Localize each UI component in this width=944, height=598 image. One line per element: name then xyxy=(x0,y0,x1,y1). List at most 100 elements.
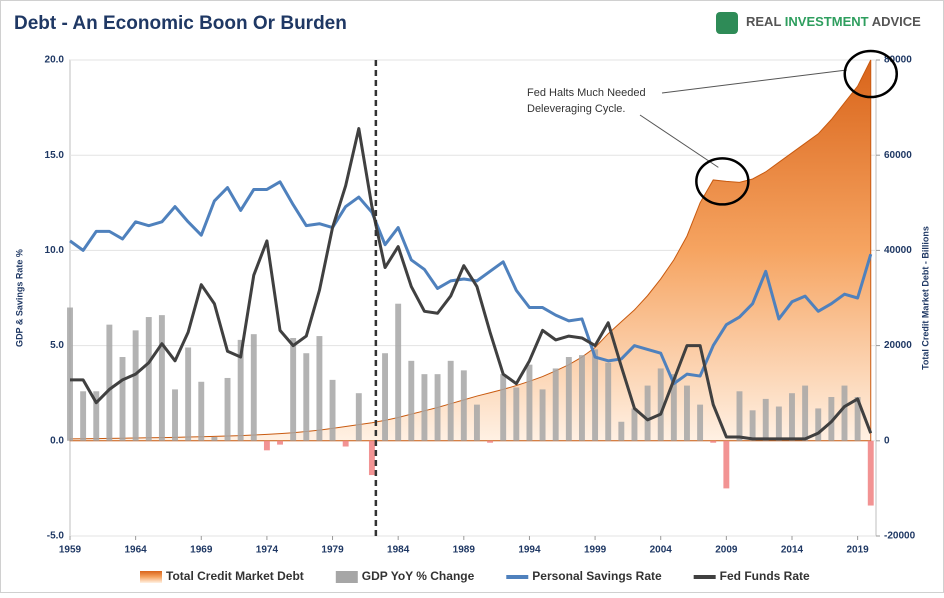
legend-label: Total Credit Market Debt xyxy=(166,569,304,583)
title: Debt - An Economic Boon Or Burden xyxy=(14,13,347,34)
gdp-bar xyxy=(552,368,559,441)
gdp-bar xyxy=(723,440,730,489)
legend-label: GDP YoY % Change xyxy=(362,569,475,583)
x-tick-label: 1959 xyxy=(59,545,82,556)
gdp-bar xyxy=(263,440,270,451)
x-tick-label: 1989 xyxy=(453,545,476,556)
gdp-bar xyxy=(106,324,113,441)
annotation-circle xyxy=(695,157,750,206)
x-tick-label: 1964 xyxy=(125,545,148,556)
gdp-bar xyxy=(579,355,585,441)
x-tick-label: 2014 xyxy=(781,545,804,556)
gdp-bar xyxy=(250,334,257,441)
gdp-bar xyxy=(605,362,612,441)
gdp-bar xyxy=(789,393,795,441)
gdp-bar xyxy=(316,336,323,441)
gdp-bar xyxy=(828,397,835,441)
y2-tick-label: 80000 xyxy=(884,55,912,66)
y-tick-label: 0.0 xyxy=(50,435,64,446)
gdp-bar xyxy=(211,436,218,441)
line xyxy=(70,127,873,441)
gdp-bar xyxy=(736,391,743,441)
annotation-arrow xyxy=(661,69,847,94)
annotation-text: Fed Halts Much Needed xyxy=(527,87,646,99)
y-tick-label: 5.0 xyxy=(50,340,64,351)
gdp-bar xyxy=(382,353,389,441)
line xyxy=(69,180,873,386)
gdp-bar xyxy=(355,393,362,441)
gdp-bar xyxy=(329,379,336,441)
y2-tick-label: 40000 xyxy=(884,245,912,256)
gdp-bar xyxy=(487,440,494,443)
gdp-bar xyxy=(710,440,717,443)
gdp-bar xyxy=(565,357,572,441)
x-tick-label: 1999 xyxy=(584,545,607,556)
legend-label: Personal Savings Rate xyxy=(532,569,662,583)
logo-text: REAL INVESTMENT ADVICE xyxy=(746,14,921,29)
x-tick-label: 2019 xyxy=(846,545,869,556)
y-tick-label: 15.0 xyxy=(45,150,65,161)
gdp-bar xyxy=(500,374,507,441)
gdp-bar xyxy=(670,374,677,441)
annotation-circle xyxy=(843,49,898,99)
x-tick-label: 1969 xyxy=(190,545,213,556)
gdp-bar xyxy=(473,404,480,441)
x-tick-label: 2009 xyxy=(715,545,738,556)
gdp-bar xyxy=(290,337,297,441)
gdp-bar xyxy=(854,397,861,441)
x-tick-label: 2004 xyxy=(650,545,673,556)
gdp-bar xyxy=(368,440,375,476)
gdp-bar xyxy=(395,303,402,441)
legend-swatch xyxy=(335,571,358,583)
gdp-bar xyxy=(408,360,415,441)
y2-tick-label: 60000 xyxy=(884,150,912,161)
gdp-bar xyxy=(421,374,428,441)
gdp-bar xyxy=(80,391,87,441)
logo-icon xyxy=(716,12,738,34)
y2-tick-label: 20000 xyxy=(884,340,912,351)
gdp-bar xyxy=(185,347,192,441)
gdp-bar xyxy=(277,440,283,445)
gdp-bar xyxy=(342,440,349,447)
gdp-bar xyxy=(93,391,100,441)
y-tick-label: -5.0 xyxy=(47,531,65,542)
gdp-bar xyxy=(158,315,165,441)
gdp-bar xyxy=(132,330,139,441)
gdp-bar xyxy=(198,381,205,441)
gdp-bar xyxy=(172,389,178,441)
x-tick-label: 1994 xyxy=(518,545,541,556)
gdp-bar xyxy=(684,385,690,441)
annotation-text: Deleveraging Cycle. xyxy=(527,103,625,115)
gdp-bar xyxy=(775,406,782,441)
y-tick-label: 20.0 xyxy=(45,55,65,66)
gdp-bar xyxy=(644,385,651,441)
gdp-bar xyxy=(526,364,533,441)
gdp-bar xyxy=(592,349,599,441)
debt-area xyxy=(69,59,872,442)
gdp-bar xyxy=(657,368,664,441)
gdp-bar xyxy=(119,357,126,441)
gdp-bar xyxy=(815,408,822,441)
logo: REAL INVESTMENT ADVICE xyxy=(716,12,921,34)
gdp-bar xyxy=(224,377,231,441)
x-tick-label: 1974 xyxy=(256,545,279,556)
y2-tick-label: 0 xyxy=(884,435,890,446)
legend-swatch xyxy=(140,571,162,583)
gdp-bar xyxy=(447,360,454,441)
gdp-bar xyxy=(841,385,848,441)
x-tick-label: 1984 xyxy=(387,545,410,556)
gdp-bar xyxy=(145,317,152,441)
gdp-bar xyxy=(618,421,625,441)
gdp-bar xyxy=(762,398,769,441)
gdp-bar xyxy=(460,370,467,441)
y-axis-label: GDP & Savings Rate % xyxy=(14,249,24,347)
legend-label: Fed Funds Rate xyxy=(720,569,810,583)
gdp-bar xyxy=(631,408,638,441)
y-tick-label: 10.0 xyxy=(45,245,65,256)
y2-axis-label: Total Credit Market Debt - Billions xyxy=(920,226,930,370)
gdp-bar xyxy=(67,307,73,441)
gdp-bar xyxy=(749,410,756,441)
x-tick-label: 1979 xyxy=(321,545,344,556)
gdp-bar xyxy=(802,385,809,441)
